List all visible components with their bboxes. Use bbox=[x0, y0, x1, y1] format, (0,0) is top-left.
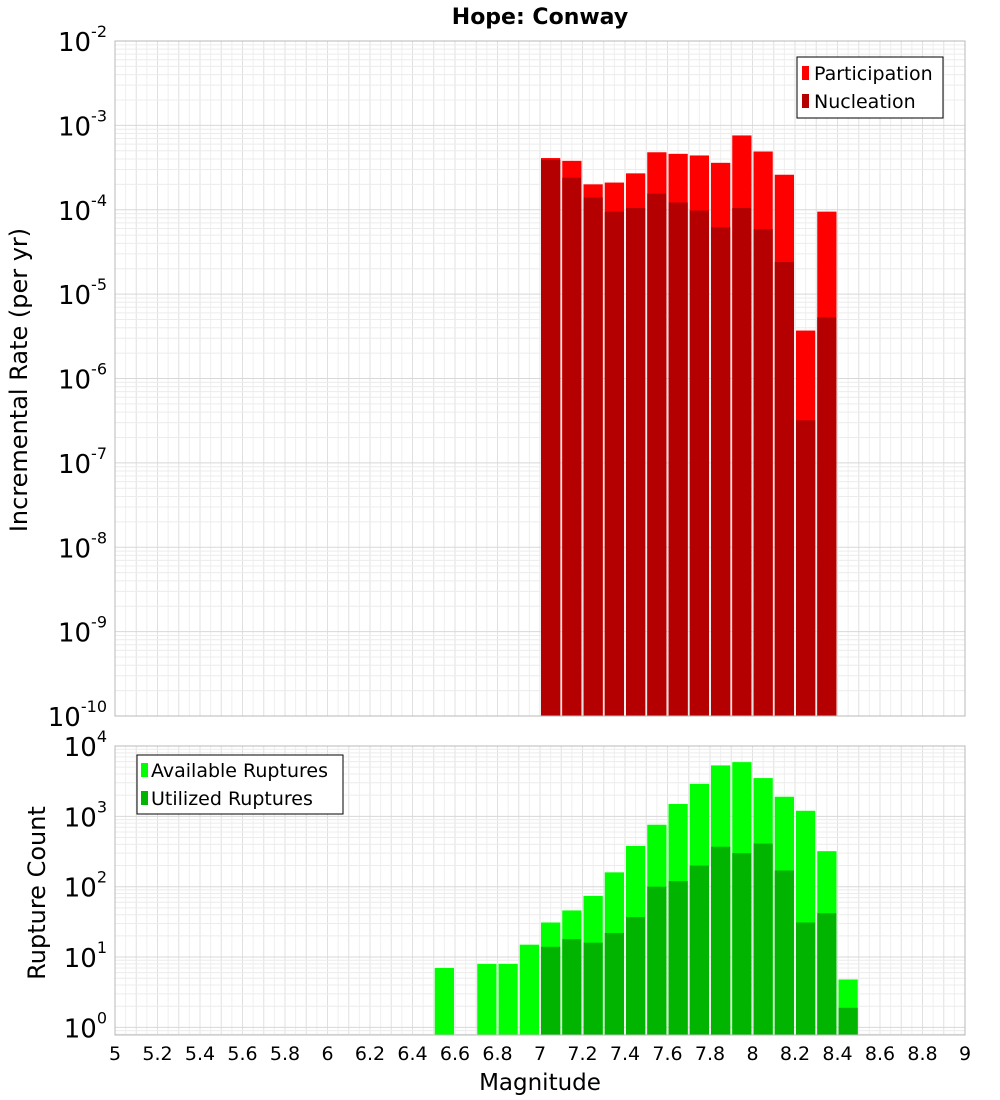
rate-grid bbox=[115, 41, 965, 716]
legend-label-nucleation: Nucleation bbox=[814, 91, 916, 113]
count-bar-utilized-ruptures bbox=[817, 913, 837, 1035]
x-tick-label: 5.6 bbox=[227, 1043, 257, 1065]
count-bar-available-ruptures bbox=[498, 963, 518, 1035]
rate-bar-nucleation bbox=[562, 177, 582, 716]
rate-y-tick-label: 10-9 bbox=[58, 613, 107, 649]
rate-bar-nucleation bbox=[732, 207, 752, 716]
count-y-tick-label: 104 bbox=[64, 727, 107, 763]
rate-bar-nucleation bbox=[711, 227, 731, 716]
x-tick-label: 5.8 bbox=[270, 1043, 300, 1065]
rate-bar-nucleation bbox=[626, 207, 646, 716]
count-y-tick-label: 100 bbox=[64, 1008, 107, 1044]
x-tick-label: 8.8 bbox=[907, 1043, 937, 1065]
count-bar-utilized-ruptures bbox=[774, 870, 794, 1035]
count-panel: 100 101 102 103 104 5 5.2 5.4 5.6 5.8 6 6.2 6.4 6.6 6… bbox=[23, 727, 971, 1096]
count-bar-available-ruptures bbox=[519, 944, 539, 1035]
rate-bar-nucleation bbox=[689, 210, 709, 716]
x-tick-label: 6 bbox=[321, 1043, 333, 1065]
rate-bar-nucleation bbox=[753, 229, 773, 717]
chart-title: Hope: Conway bbox=[452, 5, 628, 30]
rate-bar-nucleation bbox=[541, 159, 561, 717]
count-bar-utilized-ruptures bbox=[796, 922, 816, 1035]
rate-bar-nucleation bbox=[774, 262, 794, 716]
rate-bar-nucleation bbox=[604, 211, 624, 716]
rate-legend-box bbox=[796, 56, 944, 119]
count-x-ticks: 5 5.2 5.4 5.6 5.8 6 6.2 6.4 6.6 6.8 7 7.2 7.4 7.6 7.8 8… bbox=[109, 1043, 971, 1065]
rate-bar-nucleation bbox=[817, 317, 837, 716]
count-bar-utilized-ruptures bbox=[838, 1007, 858, 1035]
legend-swatch-utilized bbox=[141, 791, 148, 805]
legend-label-participation: Participation bbox=[814, 63, 933, 85]
rate-bar-nucleation bbox=[796, 420, 816, 716]
rate-y-axis-label: Incremental Rate (per yr) bbox=[5, 228, 33, 532]
count-bar-available-ruptures bbox=[477, 963, 497, 1035]
count-y-tick-label: 101 bbox=[64, 938, 107, 974]
count-bar-utilized-ruptures bbox=[541, 946, 561, 1035]
legend-label-available: Available Ruptures bbox=[151, 760, 328, 782]
x-tick-label: 8.4 bbox=[822, 1043, 852, 1065]
rate-bars bbox=[541, 135, 837, 717]
x-tick-label: 8 bbox=[746, 1043, 758, 1065]
x-tick-label: 8.6 bbox=[865, 1043, 895, 1065]
count-bar-available-ruptures bbox=[434, 967, 454, 1035]
count-bar-utilized-ruptures bbox=[753, 843, 773, 1035]
rate-y-tick-label: 10-7 bbox=[58, 444, 107, 480]
x-tick-label: 8.2 bbox=[780, 1043, 810, 1065]
count-bar-utilized-ruptures bbox=[626, 917, 646, 1035]
count-bar-utilized-ruptures bbox=[689, 865, 709, 1035]
x-tick-label: 5 bbox=[109, 1043, 121, 1065]
x-tick-label: 7.8 bbox=[695, 1043, 725, 1065]
count-bar-utilized-ruptures bbox=[732, 853, 752, 1035]
rate-y-tick-label: 10-6 bbox=[58, 360, 107, 396]
count-bar-utilized-ruptures bbox=[583, 942, 603, 1035]
legend-swatch-available bbox=[141, 763, 148, 777]
rate-panel: 10-10 10-9 10-8 10-7 10-6 10-5 10-4 10-3 10-2 In… bbox=[5, 22, 966, 733]
x-tick-label: 5.2 bbox=[142, 1043, 172, 1065]
rate-y-tick-label: 10-8 bbox=[58, 528, 107, 564]
legend-swatch-participation bbox=[802, 66, 809, 80]
count-y-tick-label: 102 bbox=[64, 868, 107, 904]
count-y-tick-label: 103 bbox=[64, 797, 107, 833]
rate-y-ticks: 10-10 10-9 10-8 10-7 10-6 10-5 10-4 10-3 10-2 bbox=[48, 22, 107, 733]
count-bar-utilized-ruptures bbox=[647, 886, 667, 1035]
rate-plot-frame bbox=[114, 40, 966, 717]
legend-label-utilized: Utilized Ruptures bbox=[151, 788, 313, 810]
rate-bar-nucleation bbox=[647, 193, 667, 716]
count-bar-utilized-ruptures bbox=[668, 881, 688, 1035]
x-tick-label: 7.6 bbox=[652, 1043, 682, 1065]
x-tick-label: 5.4 bbox=[185, 1043, 215, 1065]
rate-legend: Participation Nucleation bbox=[796, 56, 944, 119]
rate-y-tick-label: 10-3 bbox=[58, 106, 107, 142]
rate-bar-nucleation bbox=[583, 197, 603, 717]
rate-y-tick-label: 10-10 bbox=[48, 697, 107, 733]
legend-swatch-nucleation bbox=[802, 94, 809, 108]
count-legend-box bbox=[136, 754, 344, 815]
x-tick-label: 6.4 bbox=[397, 1043, 427, 1065]
count-bar-utilized-ruptures bbox=[604, 932, 624, 1035]
rate-y-tick-label: 10-2 bbox=[58, 22, 107, 58]
x-tick-label: 7.4 bbox=[610, 1043, 640, 1065]
x-tick-label: 6.6 bbox=[440, 1043, 470, 1065]
count-bars bbox=[434, 762, 858, 1035]
x-tick-label: 7 bbox=[534, 1043, 546, 1065]
count-plot-frame bbox=[114, 745, 966, 1036]
rate-y-tick-label: 10-4 bbox=[58, 191, 107, 227]
rate-y-tick-label: 10-5 bbox=[58, 275, 107, 311]
count-y-axis-label: Rupture Count bbox=[23, 806, 51, 980]
count-bar-utilized-ruptures bbox=[562, 939, 582, 1035]
x-tick-label: 9 bbox=[959, 1043, 971, 1065]
x-tick-label: 6.2 bbox=[355, 1043, 385, 1065]
x-tick-label: 7.2 bbox=[567, 1043, 597, 1065]
count-y-ticks: 100 101 102 103 104 bbox=[64, 727, 107, 1044]
x-tick-label: 6.8 bbox=[482, 1043, 512, 1065]
count-legend: Available Ruptures Utilized Ruptures bbox=[136, 754, 344, 815]
rate-bar-nucleation bbox=[668, 202, 688, 717]
x-axis-label: Magnitude bbox=[479, 1070, 601, 1096]
count-bar-utilized-ruptures bbox=[711, 846, 731, 1035]
